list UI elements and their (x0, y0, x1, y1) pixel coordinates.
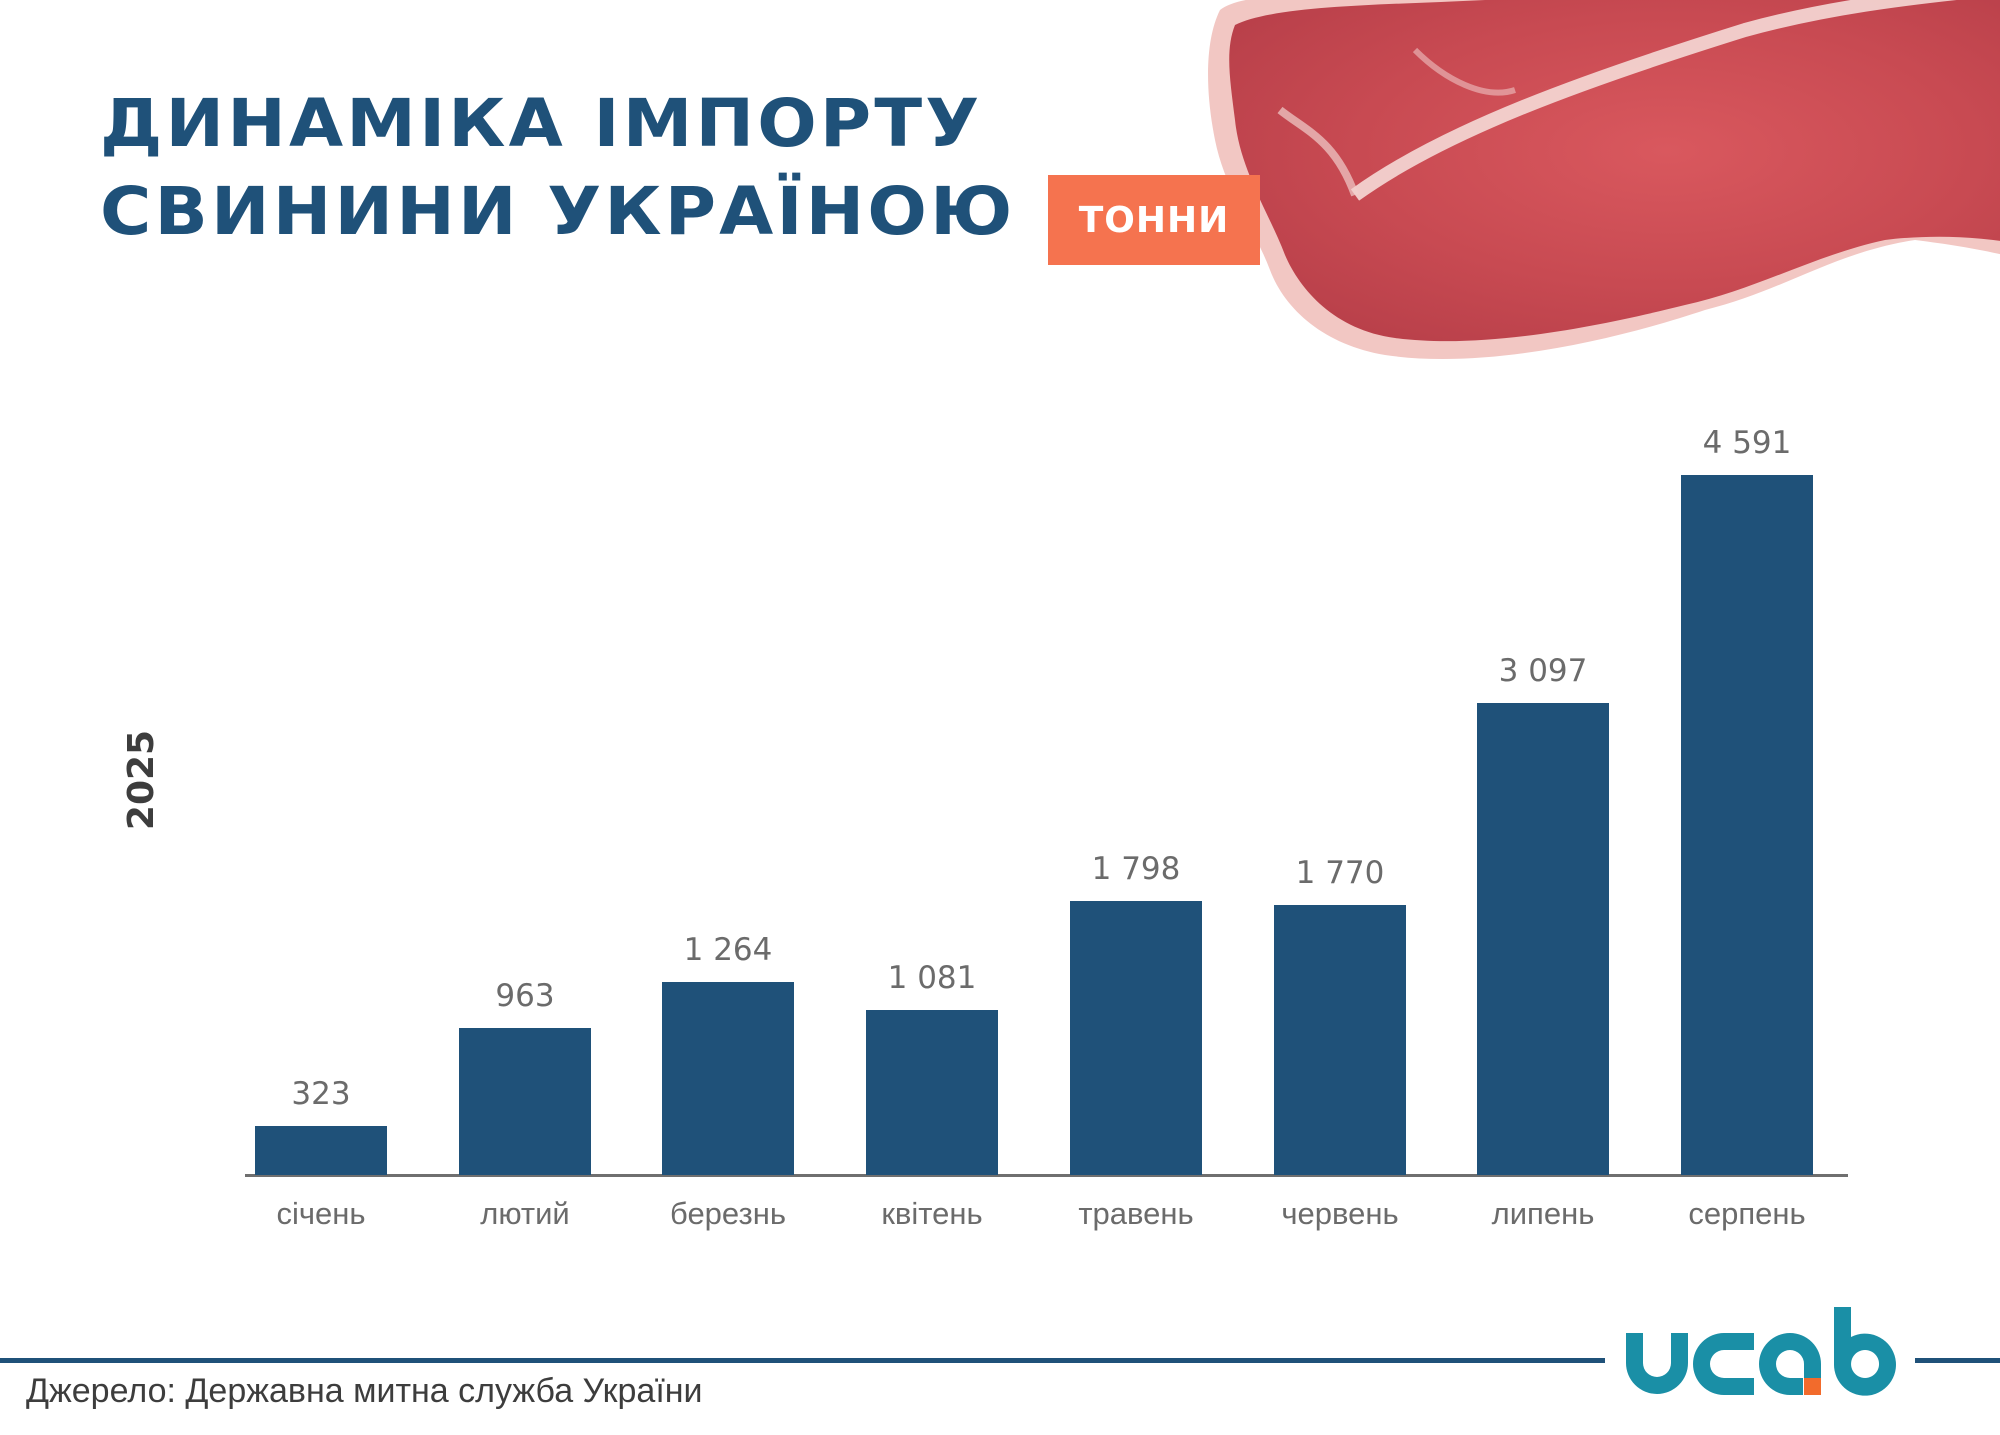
bar (1477, 703, 1609, 1175)
bar-value-label: 323 (291, 1076, 351, 1112)
x-axis-line (245, 1174, 1848, 1177)
x-axis-category-label: травень (1078, 1196, 1194, 1231)
bar (662, 982, 794, 1175)
bar (1070, 901, 1202, 1175)
title-line-2: СВИНИНИ УКРАЇНОЮ (100, 173, 1016, 250)
bar-group: 1 264 (662, 932, 794, 1175)
source-note: Джерело: Державна митна служба України (26, 1372, 703, 1410)
footer-divider-right (1915, 1358, 2000, 1363)
bar (866, 1010, 998, 1175)
x-axis-category-label: серпень (1688, 1196, 1806, 1231)
bar-group: 323 (255, 1076, 387, 1175)
footer-divider-left (0, 1358, 1605, 1363)
x-axis-category-label: лютий (480, 1196, 570, 1231)
bar-value-label: 1 264 (683, 932, 773, 968)
bar-group: 1 081 (866, 960, 998, 1175)
bar-value-label: 4 591 (1702, 425, 1792, 461)
bar-value-label: 1 770 (1295, 855, 1385, 891)
bar (1274, 905, 1406, 1175)
bar-value-label: 3 097 (1498, 653, 1588, 689)
bar (459, 1028, 591, 1175)
bar-group: 1 798 (1070, 851, 1202, 1175)
bar-group: 4 591 (1681, 425, 1813, 1175)
bar-chart: 323 січень 963 лютий 1 264 березнь 1 081 квітен… (245, 425, 1848, 1231)
pork-meat-image (1208, 0, 2000, 359)
x-axis-category-label: квітень (881, 1196, 983, 1231)
x-axis-category-label: липень (1491, 1196, 1595, 1231)
bar (1681, 475, 1813, 1175)
x-axis-category-label: січень (276, 1196, 366, 1231)
bar-group: 1 770 (1274, 855, 1406, 1175)
page-title: ДИНАМІКА ІМПОРТУ СВИНИНИ УКРАЇНОЮ (100, 80, 1015, 256)
bar (255, 1126, 387, 1175)
bar-value-label: 963 (495, 978, 555, 1014)
x-axis-category-label: червень (1281, 1196, 1399, 1231)
bar-group: 3 097 (1477, 653, 1609, 1175)
ucab-logo: ucab (1626, 1307, 1896, 1396)
x-axis-category-label: березнь (670, 1196, 786, 1231)
title-line-1: ДИНАМІКА ІМПОРТУ (100, 85, 983, 162)
bar-group: 963 (459, 978, 591, 1175)
unit-badge: ТОННИ (1048, 175, 1260, 265)
bar-value-label: 1 081 (887, 960, 977, 996)
bar-value-label: 1 798 (1091, 851, 1181, 887)
